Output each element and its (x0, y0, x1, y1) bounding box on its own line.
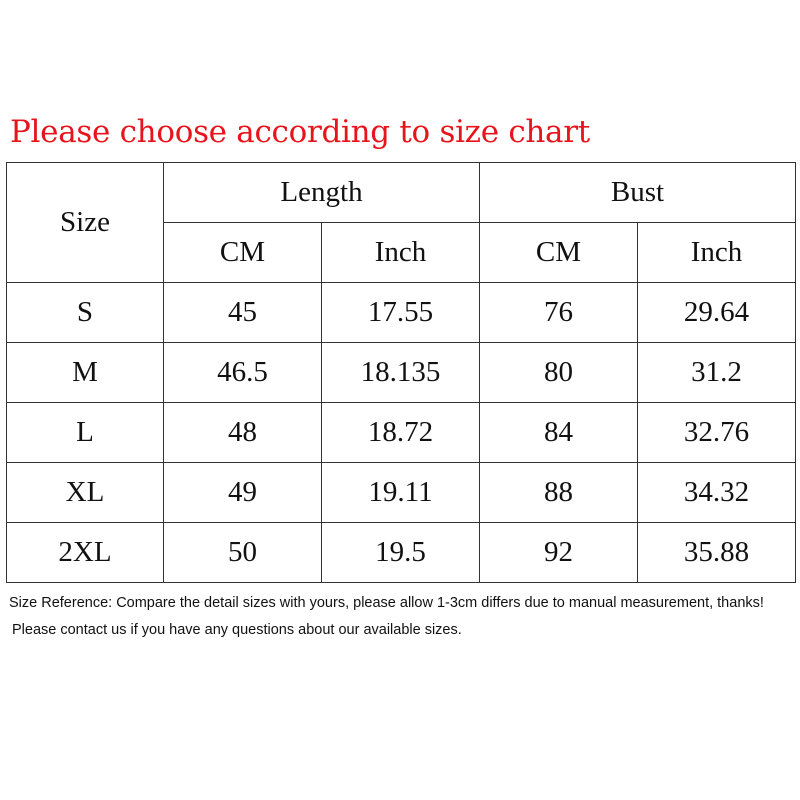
value-cell: 29.64 (637, 282, 796, 343)
value-cell: 18.135 (321, 342, 480, 403)
table-row: 2XL 50 19.5 92 35.88 (6, 522, 796, 583)
header-size: Size (6, 162, 164, 283)
value-cell: 49 (163, 462, 322, 523)
size-table: Size Length Bust CM Inch CM Inch S 45 17.5… (6, 162, 796, 583)
value-cell: 92 (479, 522, 638, 583)
header-unit: Inch (637, 222, 796, 283)
size-cell: L (6, 402, 164, 463)
value-cell: 32.76 (637, 402, 796, 463)
value-cell: 19.5 (321, 522, 480, 583)
value-cell: 45 (163, 282, 322, 343)
size-cell: 2XL (6, 522, 164, 583)
value-cell: 34.32 (637, 462, 796, 523)
value-cell: 84 (479, 402, 638, 463)
value-cell: 17.55 (321, 282, 480, 343)
size-cell: XL (6, 462, 164, 523)
header-unit: CM (479, 222, 638, 283)
size-cell: S (6, 282, 164, 343)
header-unit: CM (163, 222, 322, 283)
table-row: S 45 17.55 76 29.64 (6, 282, 796, 343)
header-bust: Bust (479, 162, 796, 223)
table-row: L 48 18.72 84 32.76 (6, 402, 796, 463)
size-cell: M (6, 342, 164, 403)
chart-title: Please choose according to size chart (10, 114, 590, 150)
header-unit: Inch (321, 222, 480, 283)
table-row: M 46.5 18.135 80 31.2 (6, 342, 796, 403)
value-cell: 46.5 (163, 342, 322, 403)
contact-note: Please contact us if you have any questi… (12, 622, 462, 638)
header-length: Length (163, 162, 480, 223)
value-cell: 76 (479, 282, 638, 343)
table-row: XL 49 19.11 88 34.32 (6, 462, 796, 523)
value-cell: 18.72 (321, 402, 480, 463)
value-cell: 35.88 (637, 522, 796, 583)
value-cell: 50 (163, 522, 322, 583)
size-reference-note: Size Reference: Compare the detail sizes… (9, 595, 764, 611)
value-cell: 48 (163, 402, 322, 463)
value-cell: 19.11 (321, 462, 480, 523)
value-cell: 88 (479, 462, 638, 523)
value-cell: 31.2 (637, 342, 796, 403)
value-cell: 80 (479, 342, 638, 403)
